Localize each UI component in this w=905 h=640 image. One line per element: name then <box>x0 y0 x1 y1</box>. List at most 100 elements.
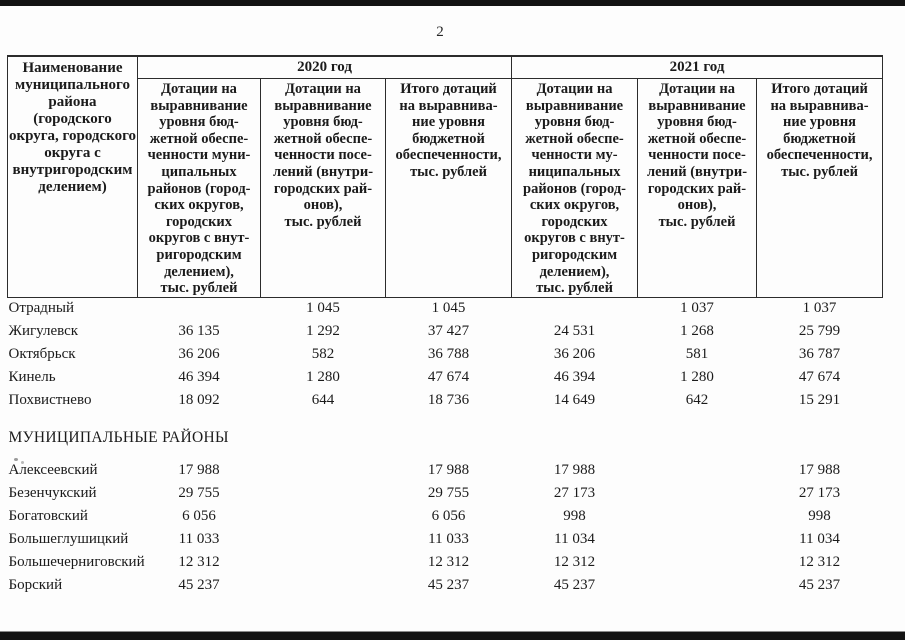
row-name: Безенчукский <box>8 485 97 502</box>
row-value: 17 988 <box>427 462 470 479</box>
row-value <box>512 297 638 320</box>
row-value: 36 788 <box>427 346 470 363</box>
row-value: 998 <box>808 508 831 525</box>
row-value: 24 531 <box>553 323 596 340</box>
row-value: 17 988 <box>798 462 841 479</box>
row-value: 1 045 <box>306 300 340 317</box>
row-value: 47 674 <box>798 369 841 386</box>
row-value: 11 034 <box>799 531 840 548</box>
row-name: Похвистнево <box>8 392 92 409</box>
row-value: 46 394 <box>553 369 596 386</box>
scan-edge-bottom <box>0 631 905 640</box>
row-name: Богатовский <box>8 508 88 525</box>
column-header-municipality-name: Наименование муниципального района (горо… <box>7 54 138 298</box>
table-body: Отрадный 1 045 1 045 1 037 1 037 Жигулевск 36 … <box>8 297 883 597</box>
row-value: 1 045 <box>431 300 466 317</box>
row-value <box>638 482 757 505</box>
table-row: Безенчукский 29 755 29 755 27 173 27 173 <box>8 482 883 505</box>
row-value: 45 237 <box>553 577 596 594</box>
row-value <box>638 551 757 574</box>
row-value <box>261 459 386 482</box>
table-row: Отрадный 1 045 1 045 1 037 1 037 <box>8 297 883 320</box>
row-value <box>638 528 757 551</box>
row-value: 36 787 <box>798 346 841 363</box>
row-name: Алексеевский <box>8 462 98 479</box>
row-value: 11 033 <box>178 531 220 548</box>
row-value <box>261 482 386 505</box>
row-value: 18 736 <box>427 392 470 409</box>
row-value: 18 092 <box>178 392 220 409</box>
column-header-2021-total-subsidy: Итого дотаций на выравнива- ние уровня б… <box>756 78 884 298</box>
column-header-2020-settlement-subsidy: Дотации на выравнивание уровня бюд- жетн… <box>260 78 386 298</box>
row-value: 45 237 <box>427 577 470 594</box>
table-row: Большечерниговский 12 312 12 312 12 312 12 3… <box>8 551 883 574</box>
row-name: Борский <box>8 577 63 594</box>
row-value: 11 034 <box>554 531 595 548</box>
subsidies-table: Наименование муниципального района (горо… <box>7 54 884 597</box>
row-value: 581 <box>685 346 709 363</box>
row-value: 644 <box>311 392 335 409</box>
row-name: Кинель <box>8 369 56 386</box>
row-value: 45 237 <box>178 577 220 594</box>
row-value <box>261 551 386 574</box>
spacer <box>8 412 883 426</box>
row-value: 25 799 <box>798 323 841 340</box>
table-header: Наименование муниципального района (горо… <box>7 54 884 298</box>
row-value <box>638 574 757 597</box>
row-value: 6 056 <box>431 508 466 525</box>
row-value: 1 292 <box>306 323 340 340</box>
row-value: 14 649 <box>553 392 596 409</box>
row-value: 12 312 <box>178 554 220 571</box>
column-header-2020-total-subsidy: Итого дотаций на выравнива- ние уровня б… <box>384 78 513 298</box>
row-value: 27 173 <box>798 485 841 502</box>
section-heading: МУНИЦИПАЛЬНЫЕ РАЙОНЫ <box>8 429 229 447</box>
row-value: 642 <box>685 392 709 409</box>
row-value: 15 291 <box>798 392 841 409</box>
spacer <box>8 450 883 459</box>
year-group-header-2020: 2020 год <box>136 55 513 79</box>
row-value: 12 312 <box>427 554 470 571</box>
row-value: 37 427 <box>427 323 470 340</box>
row-value: 47 674 <box>427 369 470 386</box>
row-value <box>638 505 757 528</box>
row-value: 12 312 <box>553 554 596 571</box>
row-name: Большечерниговский <box>8 554 145 571</box>
row-value: 36 206 <box>178 346 220 363</box>
row-value: 45 237 <box>798 577 841 594</box>
row-name: Октябрьск <box>8 346 76 363</box>
section-heading-row: МУНИЦИПАЛЬНЫЕ РАЙОНЫ <box>8 426 883 450</box>
table-row: Кинель 46 394 1 280 47 674 46 394 1 280 47 674 <box>8 366 883 389</box>
table-row: Богатовский 6 056 6 056 998 998 <box>8 505 883 528</box>
year-group-header-2021: 2021 год <box>511 55 884 79</box>
row-value: 1 037 <box>680 300 714 317</box>
row-value: 1 037 <box>802 300 837 317</box>
row-name: Отрадный <box>8 300 75 317</box>
table-row <box>8 412 883 426</box>
row-name: Жигулевск <box>8 323 79 340</box>
row-value: 582 <box>311 346 335 363</box>
row-value: 1 268 <box>680 323 714 340</box>
table-row: Жигулевск 36 135 1 292 37 427 24 531 1 268 25 … <box>8 320 883 343</box>
table-row: Похвистнево 18 092 644 18 736 14 649 642 15 29… <box>8 389 883 412</box>
row-value <box>638 459 757 482</box>
row-value: 1 280 <box>680 369 714 386</box>
scan-edge-top <box>0 0 905 6</box>
table-row: Алексеевский 17 988 17 988 17 988 17 988 <box>8 459 883 482</box>
row-name: Большеглушицкий <box>8 531 129 548</box>
row-value: 17 988 <box>178 462 220 479</box>
row-value <box>261 528 386 551</box>
table-row: Борский 45 237 45 237 45 237 45 237 <box>8 574 883 597</box>
scan-speckle <box>14 458 18 461</box>
table-row: Октябрьск 36 206 582 36 788 36 206 581 36 787 <box>8 343 883 366</box>
row-value: 36 206 <box>553 346 596 363</box>
table-row <box>8 450 883 459</box>
row-value: 27 173 <box>553 485 596 502</box>
row-value <box>261 505 386 528</box>
row-value: 6 056 <box>182 508 216 525</box>
row-value: 1 280 <box>306 369 340 386</box>
row-value: 46 394 <box>178 369 220 386</box>
scan-speckle <box>21 461 24 464</box>
row-value: 998 <box>563 508 586 525</box>
column-header-2021-district-subsidy: Дотации на выравнивание уровня бюд- жетн… <box>511 78 639 298</box>
